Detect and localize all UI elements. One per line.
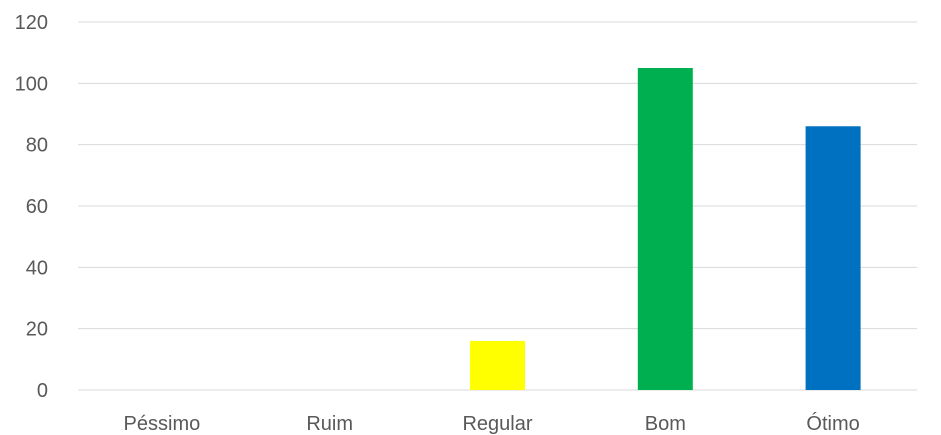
bar-otimo (805, 126, 861, 391)
gridlines (78, 21, 917, 391)
y-tick-label: 0 (37, 380, 48, 402)
y-tick-label: 120 (15, 12, 48, 34)
x-tick-label: Regular (462, 413, 532, 435)
x-axis-ticks: Péssimo Ruim Regular Bom Ótimo (124, 412, 860, 435)
bars (470, 68, 861, 391)
x-tick-label: Bom (645, 413, 686, 435)
x-tick-label: Péssimo (124, 413, 201, 435)
x-tick-label: Ruim (306, 413, 353, 435)
y-tick-label: 60 (26, 196, 48, 218)
y-tick-label: 100 (15, 73, 48, 95)
y-axis-ticks: 0 20 40 60 80 100 120 (15, 12, 48, 402)
y-tick-label: 20 (26, 319, 48, 341)
y-tick-label: 80 (26, 135, 48, 157)
y-tick-label: 40 (26, 257, 48, 279)
bar-regular (470, 340, 525, 390)
x-tick-label: Ótimo (806, 412, 859, 435)
bar-bom (637, 68, 693, 390)
